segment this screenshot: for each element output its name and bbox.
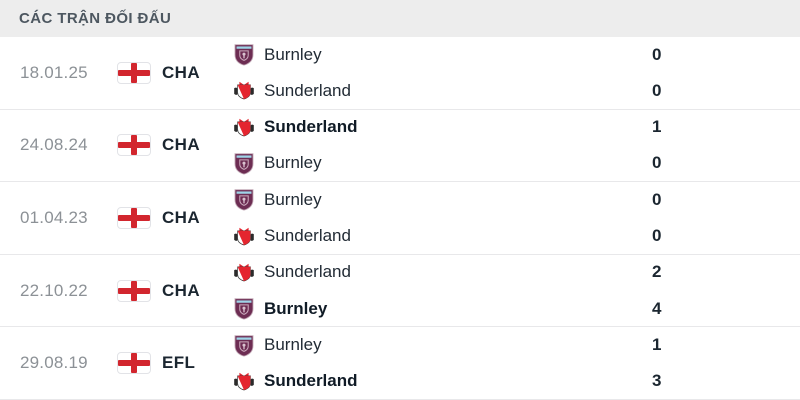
sunderland-crest-icon [233,79,255,102]
competition-label: CHA [162,135,201,155]
team-score: 0 [652,44,662,64]
match-date: 01.04.23 [20,207,88,227]
team-name: Sunderland [264,80,351,100]
team-line[interactable]: Sunderland [233,254,650,290]
team-name: Sunderland [264,226,351,246]
team-name: Burnley [264,298,328,318]
team-score: 3 [652,371,662,391]
teams-column: Sunderland Burnley [233,109,650,181]
scores-column: 2 4 [650,254,800,326]
sunderland-crest-icon [233,370,255,393]
team-line[interactable]: Burnley [233,145,650,181]
competition: CHA [117,61,233,84]
scores-column: 1 0 [650,109,800,181]
panel-header: CÁC TRẬN ĐỐI ĐẤU [0,0,800,37]
team-line[interactable]: Burnley [233,182,650,218]
team-name: Burnley [264,335,322,355]
team-line[interactable]: Burnley [233,291,650,327]
scores-column: 0 0 [650,182,800,254]
team-name: Sunderland [264,371,358,391]
match-row[interactable]: 01.04.23 CHA Burnley [0,182,800,255]
scores-column: 0 0 [650,37,800,109]
team-line[interactable]: Burnley [233,327,650,363]
match-row[interactable]: 22.10.22 CHA Sunderland [0,254,800,328]
sunderland-crest-icon [233,225,255,248]
burnley-crest-icon [233,297,255,320]
teams-column: Sunderland Burnley [233,254,650,326]
team-line[interactable]: Sunderland [233,218,650,254]
competition: EFL [117,352,233,375]
teams-column: Burnley Sunderland [233,37,650,109]
match-row[interactable]: 18.01.25 CHA Burnley [0,37,800,110]
team-name: Burnley [264,153,322,173]
team-name: Burnley [264,189,322,209]
burnley-crest-icon [233,188,255,211]
team-score: 1 [652,117,662,137]
team-score: 0 [652,153,662,173]
england-flag-icon [117,279,151,302]
team-score: 2 [652,262,662,282]
team-score: 4 [652,298,662,318]
sunderland-crest-icon [233,261,255,284]
competition-label: CHA [162,207,201,227]
match-date: 29.08.19 [20,353,88,373]
burnley-crest-icon [233,43,255,66]
team-score: 0 [652,189,662,209]
team-score: 0 [652,226,662,246]
burnley-crest-icon [233,334,255,357]
team-line[interactable]: Sunderland [233,109,650,145]
england-flag-icon [117,61,151,84]
match-row[interactable]: 24.08.24 CHA Sunderland [0,109,800,183]
competition: CHA [117,134,233,157]
competition: CHA [117,206,233,229]
england-flag-icon [117,352,151,375]
england-flag-icon [117,206,151,229]
team-name: Sunderland [264,117,358,137]
competition-label: CHA [162,280,201,300]
team-name: Sunderland [264,262,351,282]
team-line[interactable]: Burnley [233,37,650,73]
burnley-crest-icon [233,152,255,175]
panel-title: CÁC TRẬN ĐỐI ĐẤU [19,10,172,27]
match-date: 18.01.25 [20,62,88,82]
teams-column: Burnley Sunderland [233,182,650,254]
competition: CHA [117,279,233,302]
competition-label: EFL [162,353,196,373]
match-row[interactable]: 29.08.19 EFL Burnley [0,327,800,400]
match-date: 24.08.24 [20,135,88,155]
sunderland-crest-icon [233,116,255,139]
team-score: 1 [652,335,662,355]
team-score: 0 [652,80,662,100]
team-line[interactable]: Sunderland [233,73,650,109]
competition-label: CHA [162,62,201,82]
team-name: Burnley [264,44,322,64]
scores-column: 1 3 [650,327,800,399]
team-line[interactable]: Sunderland [233,363,650,399]
match-list: 18.01.25 CHA Burnley [0,37,800,400]
teams-column: Burnley Sunderland [233,327,650,399]
match-date: 22.10.22 [20,280,88,300]
england-flag-icon [117,134,151,157]
